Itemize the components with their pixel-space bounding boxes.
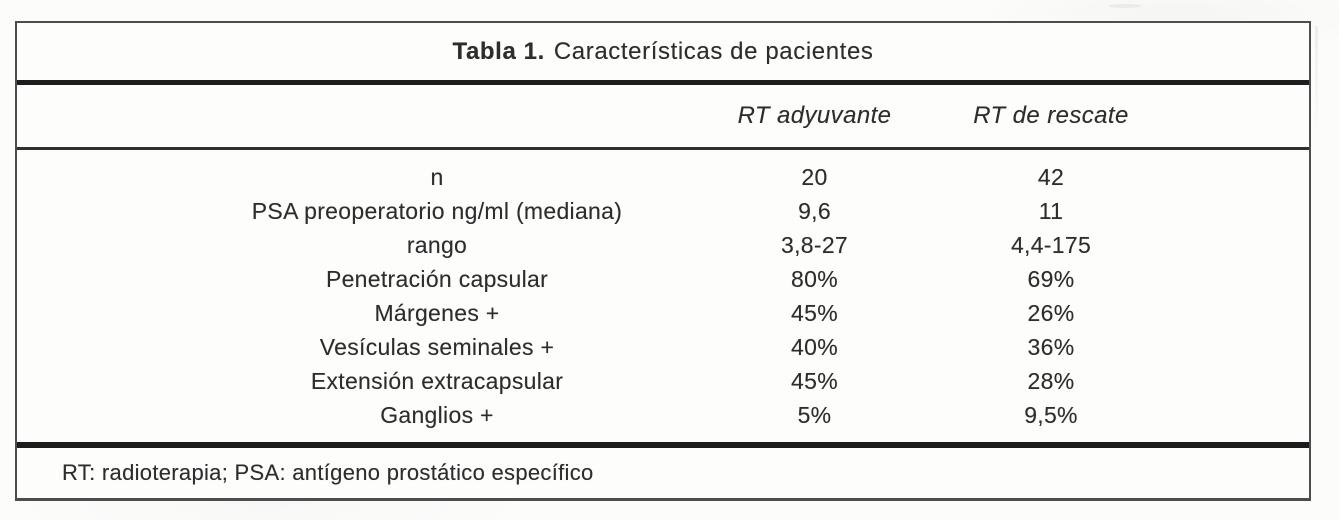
table-row: rango 3,8-27 4,4-175 (17, 228, 1309, 262)
cell-rt-adyuvante: 5% (797, 401, 832, 428)
cell-rt-adyuvante: 9,6 (798, 197, 831, 224)
row-label: Ganglios + (380, 401, 494, 428)
table-row: Vesículas seminales + 40% 36% (17, 330, 1309, 364)
table-body: n 20 42 PSA preoperatorio ng/ml (mediana… (17, 150, 1309, 442)
cell-rt-de-rescate: 36% (1027, 333, 1075, 360)
footnote-text: RT: radioterapia; PSA: antígeno prostáti… (62, 460, 594, 485)
column-header-rt-de-rescate: RT de rescate (973, 102, 1129, 129)
row-label: Extensión extracapsular (310, 367, 564, 394)
table-title-text: Características de pacientes (553, 37, 874, 65)
row-label: PSA preoperatorio ng/ml (mediana) (251, 197, 623, 224)
cell-rt-de-rescate: 69% (1027, 265, 1075, 292)
cell-rt-de-rescate: 26% (1027, 299, 1075, 326)
row-label: Márgenes + (374, 299, 500, 326)
horizontal-rule-below-title (17, 80, 1309, 85)
cell-rt-adyuvante: 40% (791, 333, 838, 360)
row-label: Vesículas seminales + (319, 333, 555, 360)
table-title-number: Tabla 1. (452, 37, 545, 65)
cell-rt-de-rescate: 11 (1038, 197, 1064, 224)
row-label: n (430, 163, 444, 190)
patient-characteristics-table: Tabla 1. Características de pacientes RT… (15, 21, 1311, 501)
cell-rt-adyuvante: 45% (791, 367, 838, 394)
cell-rt-de-rescate: 9,5% (1024, 401, 1078, 428)
table-row: Penetración capsular 80% 69% (17, 262, 1309, 296)
table-footnote: RT: radioterapia; PSA: antígeno prostáti… (17, 448, 1309, 498)
cell-rt-adyuvante: 45% (791, 299, 838, 326)
column-header-rt-adyuvante: RT adyuvante (737, 102, 892, 129)
table-title: Tabla 1. Características de pacientes (17, 23, 1309, 80)
cell-rt-adyuvante: 3,8-27 (780, 231, 848, 258)
table-row: Extensión extracapsular 45% 28% (17, 364, 1309, 398)
table-row: Márgenes + 45% 26% (17, 296, 1309, 330)
scan-artifact (1315, 26, 1318, 136)
row-label: Penetración capsular (325, 265, 549, 292)
cell-rt-de-rescate: 42 (1037, 163, 1065, 190)
cell-rt-adyuvante: 20 (801, 163, 828, 190)
table-row: n 20 42 (17, 160, 1309, 194)
table-row: Ganglios + 5% 9,5% (17, 398, 1309, 432)
column-header-row: RT adyuvante RT de rescate (17, 85, 1309, 147)
row-label: rango (406, 231, 468, 258)
cell-rt-de-rescate: 28% (1027, 367, 1075, 394)
table-row: PSA preoperatorio ng/ml (mediana) 9,6 11 (17, 194, 1309, 228)
horizontal-rule-above-footnote (17, 442, 1309, 448)
cell-rt-adyuvante: 80% (791, 265, 838, 292)
scan-artifact (1108, 4, 1142, 8)
horizontal-rule-below-headers (17, 147, 1309, 150)
cell-rt-de-rescate: 4,4-175 (1010, 231, 1092, 258)
